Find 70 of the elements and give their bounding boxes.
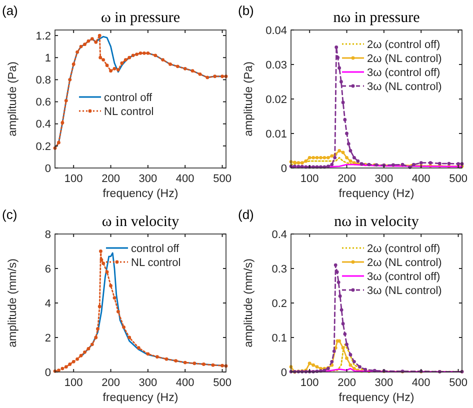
legend-label: 3ω (NL control): [367, 80, 442, 93]
y-tick-label: 0.02: [266, 94, 287, 106]
x-tick-label: 300: [138, 173, 158, 185]
text: (c): [2, 207, 18, 222]
x-tick-label: 300: [374, 173, 394, 185]
legend-label: 2ω (NL control): [367, 52, 442, 65]
y-axis-title: amplitude (mm/s): [243, 258, 255, 348]
y-tick-label: 0: [44, 366, 51, 379]
x-tick-label: 200: [102, 377, 120, 389]
y-tick-label: 0.04: [266, 24, 287, 37]
x-tick-label: 200: [338, 173, 356, 185]
y-axis-title: amplitude (mm/s): [7, 258, 19, 348]
x-axis-title: frequency (Hz): [102, 188, 178, 200]
text: (d): [238, 207, 254, 222]
chart-title: nω in pressure: [333, 10, 420, 26]
x-tick-label: 500: [213, 173, 232, 185]
x-tick-label: 100: [64, 173, 83, 185]
x-tick-label: 500: [213, 377, 232, 389]
y-tick-label: 2: [44, 332, 51, 344]
y-axis-title: amplitude (Pa): [243, 61, 255, 136]
x-tick-label: 400: [412, 377, 430, 389]
x-tick-label: 400: [412, 173, 430, 185]
x-tick-label: 200: [102, 173, 120, 185]
y-tick-label: 0: [280, 366, 287, 379]
y-tick-label: 0.3: [272, 263, 287, 276]
x-axis-title: frequency (Hz): [338, 392, 414, 404]
x-tick-label: 300: [138, 377, 158, 389]
legend-label: NL control: [131, 256, 181, 269]
y-tick-label: 1: [44, 52, 51, 64]
x-tick-label: 100: [300, 377, 319, 389]
legend-label: 2ω (control off): [367, 242, 440, 255]
y-tick-label: 0.6: [36, 96, 51, 109]
y-tick-label: 0.4: [36, 118, 51, 131]
y-tick-label: 0.4: [272, 228, 287, 241]
chart-title: ω in pressure: [100, 10, 180, 26]
x-tick-label: 100: [64, 377, 83, 389]
y-tick-label: 0.03: [266, 59, 287, 72]
y-tick-label: 0.1: [272, 332, 287, 344]
y-tick-label: 0.01: [266, 128, 287, 140]
legend-label: 2ω (control off): [367, 38, 440, 51]
legend-label: control off: [104, 92, 154, 104]
x-axis-title: frequency (Hz): [102, 392, 178, 404]
text: (a): [2, 3, 18, 18]
legend-label: 3ω (control off): [367, 270, 440, 283]
x-tick-label: 500: [449, 173, 468, 185]
legend-label: 2ω (NL control): [367, 256, 442, 269]
x-tick-label: 100: [300, 173, 319, 185]
text: (b): [238, 3, 254, 18]
x-tick-label: 300: [374, 377, 394, 389]
y-tick-label: 0.2: [272, 298, 287, 310]
y-tick-label: 0: [44, 162, 51, 175]
legend-label: NL control: [104, 106, 154, 118]
y-tick-label: 1.2: [36, 30, 51, 42]
y-tick-label: 4: [44, 298, 51, 310]
y-tick-label: 0.8: [36, 74, 51, 87]
y-tick-label: 6: [44, 263, 51, 276]
x-tick-label: 200: [338, 377, 356, 389]
legend-label: control off: [131, 242, 180, 255]
x-axis-title: frequency (Hz): [338, 188, 414, 200]
y-axis-title: amplitude (Pa): [7, 61, 19, 136]
x-tick-label: 400: [176, 377, 194, 389]
y-tick-label: 0.2: [36, 140, 51, 153]
chart-title: nω in velocity: [334, 214, 420, 230]
x-tick-label: 400: [176, 173, 194, 185]
y-tick-label: 0: [280, 162, 287, 175]
y-tick-label: 8: [44, 228, 51, 241]
legend-label: 3ω (control off): [367, 66, 440, 79]
x-tick-label: 500: [449, 377, 468, 389]
chart-title: ω in velocity: [102, 214, 180, 230]
legend-label: 3ω (NL control): [367, 284, 442, 297]
